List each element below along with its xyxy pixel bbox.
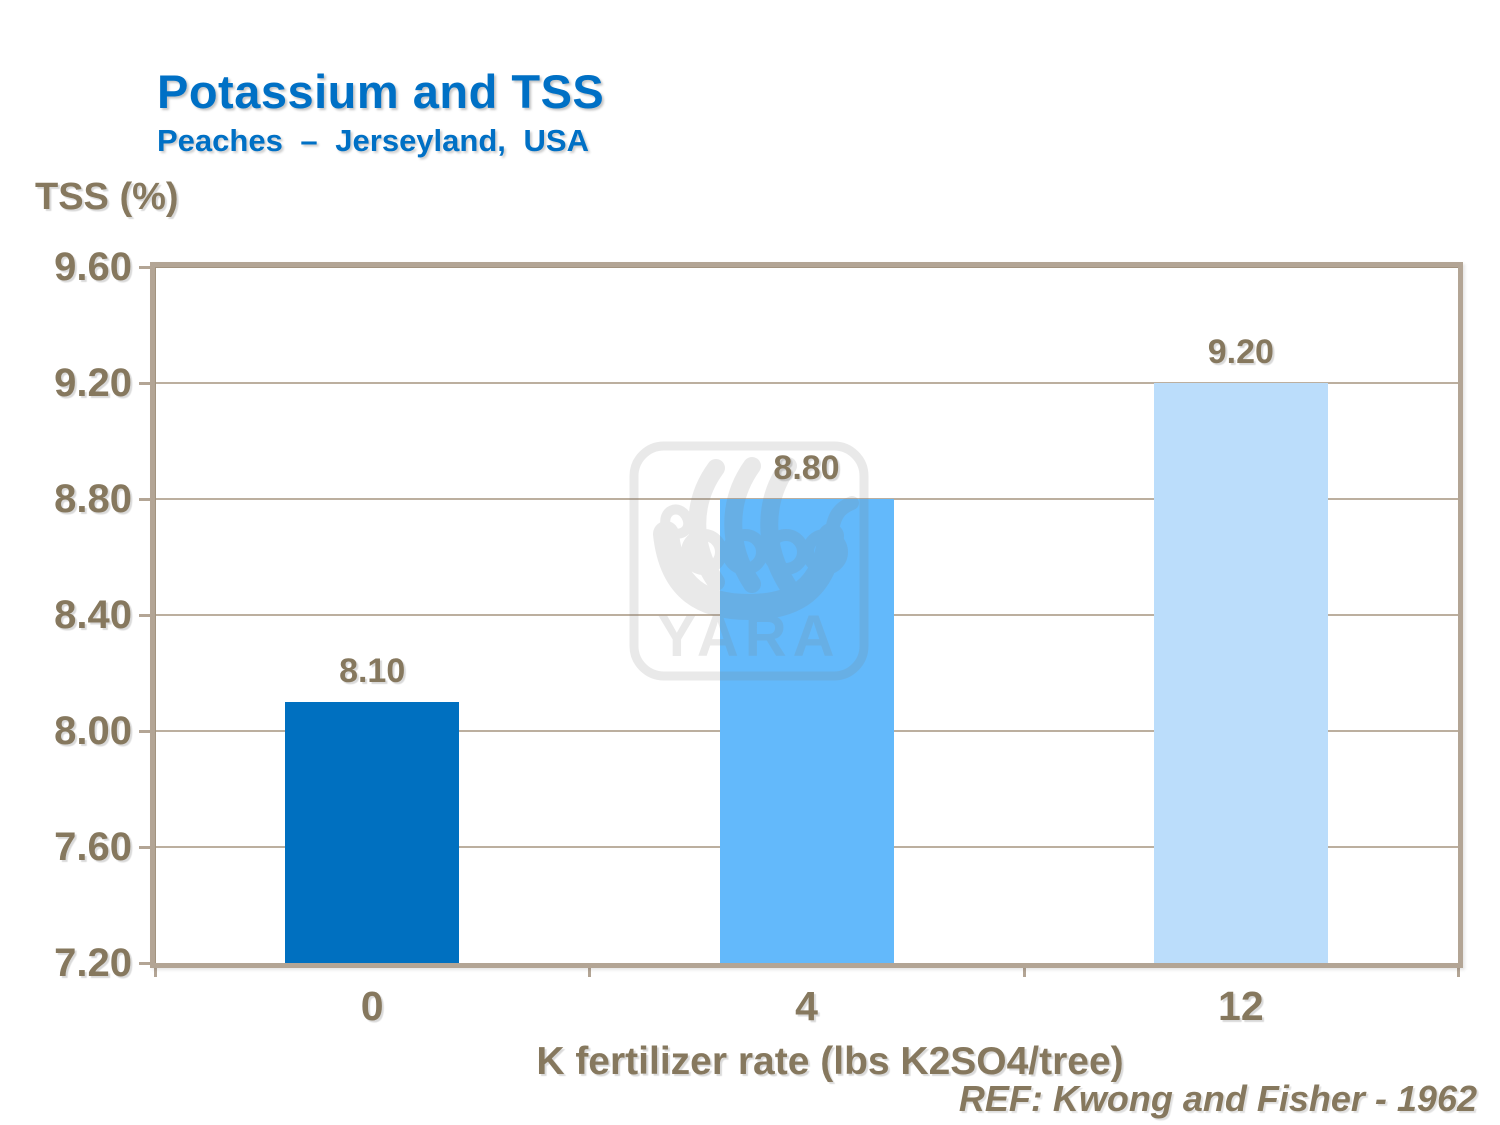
bar-value-label: 9.20	[1207, 333, 1274, 371]
x-category-label: 4	[795, 983, 818, 1029]
y-axis-title: TSS (%)	[35, 176, 179, 218]
bar-value-label: 8.10	[339, 652, 406, 690]
chart-subtitle: Peaches – Jerseyland, USA	[157, 123, 589, 158]
x-category-label: 0	[360, 983, 384, 1029]
y-tick-mark	[139, 382, 153, 385]
y-tick-label: 8.40	[54, 593, 132, 637]
x-tick-mark	[588, 963, 592, 977]
bar-0	[285, 702, 460, 963]
bar-12	[1153, 383, 1328, 963]
y-tick-label: 8.00	[54, 709, 132, 753]
bar-4	[719, 499, 894, 963]
y-tick-mark	[139, 498, 153, 501]
gridline	[155, 382, 1458, 384]
y-tick-mark	[139, 614, 153, 617]
reference-citation: REF: Kwong and Fisher - 1962	[958, 1078, 1477, 1119]
chart-title: Potassium and TSS	[157, 65, 605, 118]
y-tick-mark	[139, 266, 153, 269]
y-tick-label: 9.60	[54, 245, 132, 289]
y-tick-label: 7.60	[54, 825, 132, 869]
x-tick-mark	[1022, 963, 1026, 977]
bar-value-label: 8.80	[773, 449, 840, 487]
plot-border-frame	[150, 262, 1463, 968]
y-tick-mark	[139, 730, 153, 733]
x-category-label: 12	[1218, 983, 1264, 1029]
y-tick-label: 8.80	[54, 477, 132, 521]
y-tick-label: 9.20	[54, 361, 132, 405]
x-axis-title: K fertilizer rate (lbs K2SO4/tree)	[536, 1040, 1124, 1083]
y-tick-mark	[139, 846, 153, 849]
x-tick-mark	[1457, 963, 1460, 977]
y-tick-mark	[139, 962, 153, 965]
x-tick-mark	[154, 963, 157, 977]
y-tick-label: 7.20	[54, 941, 132, 985]
